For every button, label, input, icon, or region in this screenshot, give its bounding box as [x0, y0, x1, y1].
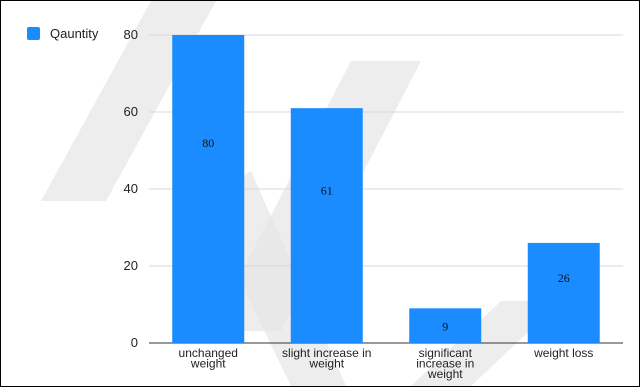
legend-label: Qauntity [50, 26, 99, 41]
legend: Qauntity [27, 26, 98, 41]
bar-0 [172, 35, 245, 343]
data-labels: 80 61 9 26 [202, 136, 570, 334]
y-tick-label-0: 0 [131, 335, 138, 350]
x-category-label-1-line-1: weight [308, 357, 344, 371]
x-category-label-0-line-1: weight [190, 357, 226, 371]
x-category-label-2-line-0: significant [419, 346, 473, 360]
x-category-label-2-line-2: weight [427, 367, 463, 381]
x-category-label-1-line-0: slight increase in [282, 346, 371, 360]
y-tick-label-60: 60 [124, 104, 138, 119]
y-tick-label-20: 20 [124, 258, 138, 273]
data-label-0: 80 [202, 136, 214, 150]
y-tick-label-80: 80 [124, 27, 138, 42]
legend-swatch [27, 27, 40, 40]
bar-1 [290, 108, 363, 344]
y-tick-label-40: 40 [124, 181, 138, 196]
x-category-label-0-line-0: unchanged [179, 346, 238, 360]
bar-2 [409, 308, 482, 343]
data-label-1: 61 [321, 183, 333, 197]
x-category-label-2-line-1: increase in [416, 357, 474, 371]
bars [172, 35, 600, 344]
data-label-2: 9 [442, 320, 448, 334]
y-axis-ticks: 0 20 40 60 80 [124, 27, 138, 350]
data-label-3: 26 [558, 271, 570, 285]
x-category-label-3-line-0: weight loss [533, 346, 593, 360]
bar-3 [527, 242, 600, 343]
